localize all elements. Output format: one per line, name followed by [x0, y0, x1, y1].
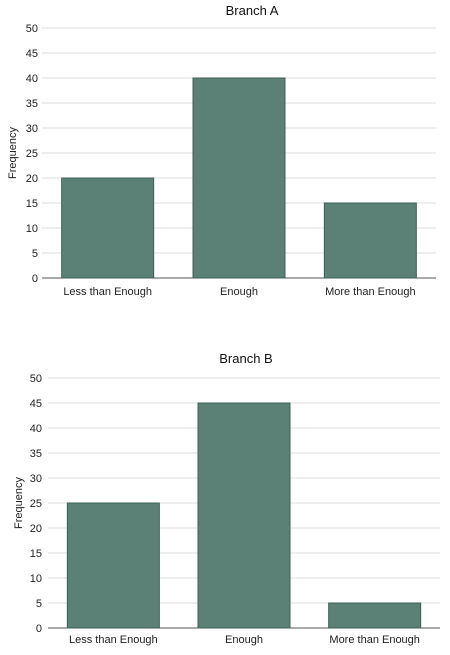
bar: [61, 177, 155, 279]
y-tick-label: 0: [32, 273, 38, 285]
y-tick-label: 40: [26, 73, 38, 85]
y-tick-labels: 0 5 10 15 20 25 30 35 40 45 50: [26, 23, 38, 285]
bars: [66, 402, 422, 629]
y-tick-label: 0: [36, 623, 42, 635]
y-tick-label: 45: [30, 398, 42, 410]
y-tick-label: 25: [30, 498, 42, 510]
y-tick-label: 10: [26, 223, 38, 235]
y-tick-label: 15: [26, 198, 38, 210]
chart-branch-a: Branch A Frequency 05101520253035404550 …: [7, 3, 436, 298]
y-axis-label: Frequency: [7, 127, 19, 179]
y-tick-label: 5: [32, 248, 38, 260]
category-labels: Less than Enough Enough More than Enough: [63, 286, 415, 298]
y-tick-label: 5: [36, 598, 42, 610]
bar: [66, 502, 160, 629]
bar: [323, 202, 417, 279]
chart-title: Branch B: [219, 351, 272, 366]
y-tick-label: 20: [30, 523, 42, 535]
y-tick-label: 30: [30, 473, 42, 485]
chart-title: Branch A: [226, 3, 279, 18]
y-tick-labels: 0 5 10 15 20 25 30 35 40 45 50: [30, 373, 42, 635]
y-tick-label: 35: [26, 98, 38, 110]
bars: [61, 77, 417, 279]
category-label: Less than Enough: [69, 634, 158, 646]
y-tick-label: 40: [30, 423, 42, 435]
bar: [197, 402, 291, 629]
chart-branch-b: Branch B Frequency 05101520253035404550 …: [13, 351, 440, 646]
y-tick-label: 20: [26, 173, 38, 185]
y-tick-label: 50: [26, 23, 38, 35]
category-label: More than Enough: [329, 634, 420, 646]
category-label: More than Enough: [325, 286, 416, 298]
bar: [328, 602, 422, 629]
category-label: Enough: [225, 634, 263, 646]
category-label: Less than Enough: [63, 286, 152, 298]
y-tick-label: 50: [30, 373, 42, 385]
y-tick-label: 15: [30, 548, 42, 560]
y-axis-label: Frequency: [13, 477, 25, 529]
y-tick-label: 30: [26, 123, 38, 135]
category-label: Enough: [220, 286, 258, 298]
y-tick-label: 25: [26, 148, 38, 160]
category-labels: Less than Enough Enough More than Enough: [69, 634, 420, 646]
bar: [192, 77, 286, 279]
y-tick-label: 10: [30, 573, 42, 585]
y-tick-label: 45: [26, 48, 38, 60]
y-tick-label: 35: [30, 448, 42, 460]
